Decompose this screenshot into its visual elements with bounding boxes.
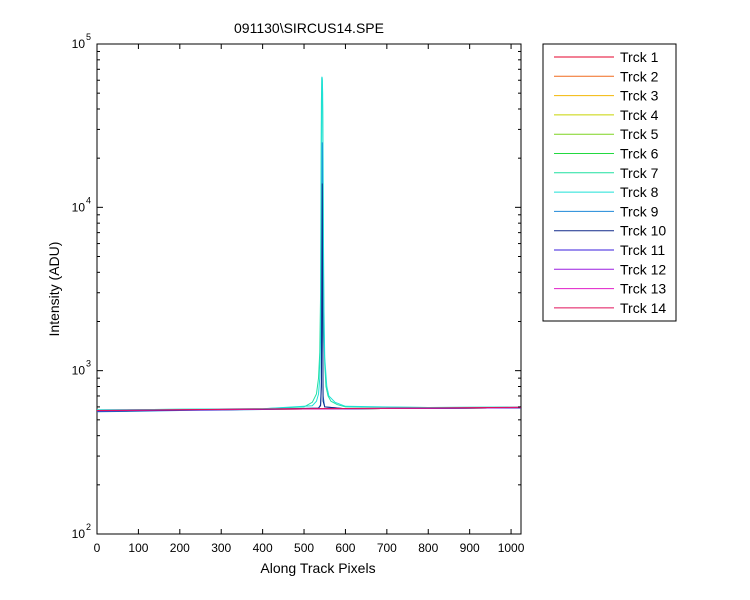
- y-tick-label-exponent: 5: [86, 32, 91, 42]
- x-axis-label: Along Track Pixels: [260, 560, 375, 576]
- legend-entry-trck-4: Trck 4: [554, 107, 659, 123]
- x-tick-label: 800: [418, 541, 438, 555]
- x-tick-label: 700: [377, 541, 397, 555]
- legend-entry-trck-5: Trck 5: [554, 126, 659, 142]
- legend-items: Trck 1 Trck 2 Trck 3 Trck 4 Trck 5 Trck 6 Trck…: [554, 49, 666, 316]
- legend-entry-trck-11: Trck 11: [554, 242, 665, 258]
- legend-label: Trck 12: [620, 261, 666, 277]
- chart-title: 091130\SIRCUS14.SPE: [234, 20, 384, 36]
- y-tick-label: 10: [72, 527, 86, 541]
- legend-box: [542, 43, 677, 322]
- y-tick-label: 10: [72, 200, 86, 214]
- x-tick-label: 900: [460, 541, 480, 555]
- legend-entry-trck-14: Trck 14: [554, 300, 666, 316]
- x-tick-label: 300: [211, 541, 231, 555]
- legend-label: Trck 13: [620, 281, 666, 297]
- legend-entry-trck-13: Trck 13: [554, 281, 666, 297]
- y-tick-label-exponent: 3: [86, 359, 91, 369]
- legend-label: Trck 10: [620, 223, 666, 239]
- legend-label: Trck 14: [620, 300, 666, 316]
- series-lines: [96, 76, 522, 413]
- x-tick-label: 600: [335, 541, 355, 555]
- y-tick-label-exponent: 2: [86, 522, 91, 532]
- legend-label: Trck 4: [620, 107, 659, 123]
- x-tick-label: 1000: [498, 541, 525, 555]
- x-tick-label: 400: [253, 541, 273, 555]
- x-tick-label: 100: [128, 541, 148, 555]
- legend-label: Trck 5: [620, 126, 659, 142]
- legend-label: Trck 7: [620, 165, 659, 181]
- x-tick-label: 0: [94, 541, 101, 555]
- y-tick-label: 10: [72, 37, 86, 51]
- series-line-trck-14: [96, 406, 522, 412]
- legend-label: Trck 8: [620, 184, 659, 200]
- legend-entry-trck-8: Trck 8: [554, 184, 659, 200]
- legend: Trck 1 Trck 2 Trck 3 Trck 4 Trck 5 Trck 6 Trck…: [542, 43, 677, 322]
- legend-entry-trck-9: Trck 9: [554, 203, 659, 219]
- legend-entry-trck-7: Trck 7: [554, 165, 659, 181]
- plot-area: [96, 43, 522, 535]
- legend-entry-trck-1: Trck 1: [554, 49, 659, 65]
- legend-label: Trck 3: [620, 88, 659, 104]
- x-tick-label: 500: [294, 541, 314, 555]
- x-tick-label: 200: [170, 541, 190, 555]
- x-axis: 0 100 200 300 400 500 600 700 800 900 1000: [94, 44, 525, 555]
- legend-label: Trck 9: [620, 203, 659, 219]
- legend-entry-trck-6: Trck 6: [554, 146, 659, 162]
- legend-label: Trck 6: [620, 146, 659, 162]
- legend-entry-trck-10: Trck 10: [554, 223, 666, 239]
- y-tick-label-exponent: 4: [86, 195, 91, 205]
- legend-label: Trck 1: [620, 49, 659, 65]
- legend-entry-trck-2: Trck 2: [554, 68, 659, 84]
- legend-entry-trck-3: Trck 3: [554, 88, 659, 104]
- legend-label: Trck 2: [620, 68, 659, 84]
- legend-entry-trck-12: Trck 12: [554, 261, 666, 277]
- y-tick-label: 10: [72, 364, 86, 378]
- y-axis-label: Intensity (ADU): [46, 242, 62, 337]
- series-line-trck-8: [96, 76, 522, 411]
- legend-label: Trck 11: [620, 242, 665, 258]
